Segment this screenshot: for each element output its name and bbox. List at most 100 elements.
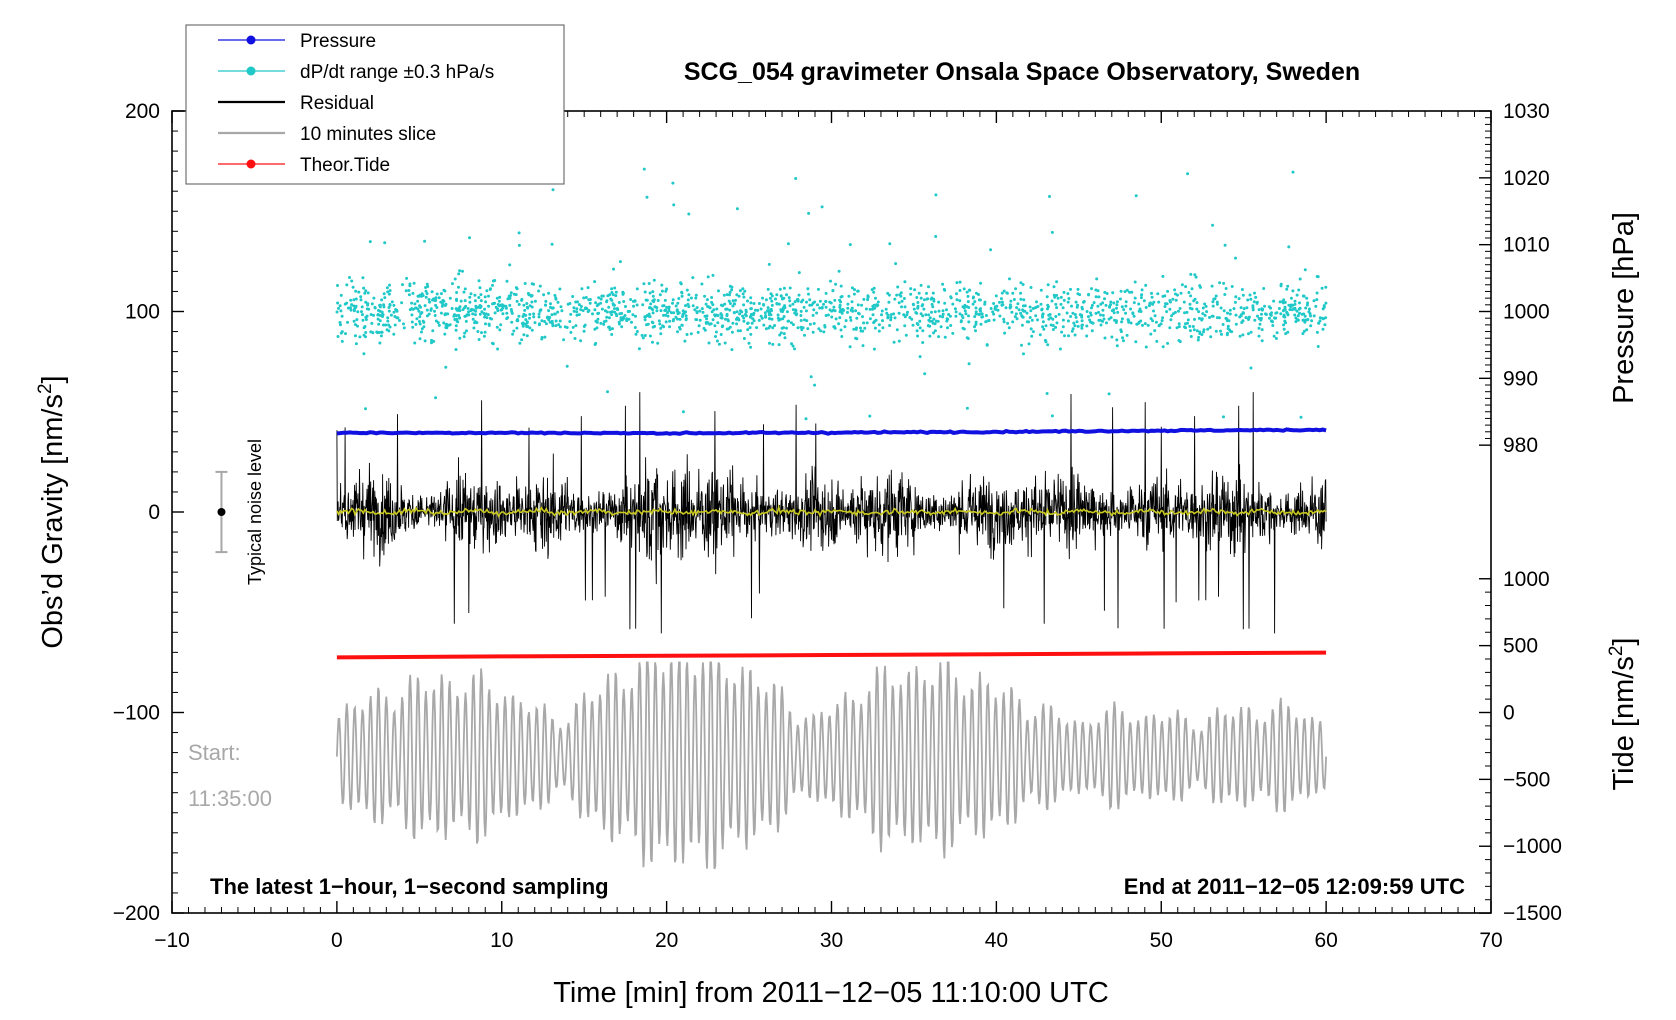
dpdt-point <box>926 297 930 301</box>
dpdt-point <box>1052 293 1056 297</box>
dpdt-point <box>791 323 795 327</box>
dpdt-point <box>928 316 932 320</box>
dpdt-point <box>1085 324 1089 328</box>
dpdt-point <box>569 312 573 316</box>
dpdt-point <box>602 322 606 326</box>
start-label: Start: <box>188 740 241 765</box>
dpdt-point <box>1139 296 1143 300</box>
dpdt-point <box>467 313 471 317</box>
dpdt-point <box>605 315 609 319</box>
dpdt-point <box>463 331 467 335</box>
dpdt-point <box>414 306 418 310</box>
dpdt-point <box>455 297 458 301</box>
dpdt-point <box>414 322 418 326</box>
dpdt-point <box>1302 318 1306 322</box>
dpdt-point <box>888 324 892 327</box>
dpdt-point <box>453 318 457 321</box>
dpdt-point <box>600 307 604 311</box>
dpdt-point <box>1126 318 1130 322</box>
dpdt-point <box>818 306 822 310</box>
dpdt-point <box>681 309 685 313</box>
dpdt-point <box>1019 311 1023 315</box>
dpdt-point <box>946 326 949 330</box>
dpdt-point <box>1226 327 1230 330</box>
dpdt-point <box>653 324 657 328</box>
end-time-note: End at 2011−12−05 12:09:59 UTC <box>1124 874 1465 899</box>
dpdt-point <box>1177 322 1181 326</box>
dpdt-point <box>1096 289 1100 293</box>
dpdt-point <box>675 309 679 313</box>
dpdt-point <box>1023 309 1027 313</box>
dpdt-point <box>678 317 682 321</box>
dpdt-point <box>958 312 962 316</box>
dpdt-point <box>681 410 685 414</box>
dpdt-point <box>1157 300 1161 304</box>
dpdt-point <box>584 296 588 299</box>
dpdt-point <box>1233 300 1237 304</box>
dpdt-point <box>1120 317 1124 321</box>
dpdt-point <box>1129 321 1133 325</box>
dpdt-point <box>918 319 922 323</box>
dpdt-point <box>1073 324 1077 328</box>
dpdt-point <box>731 304 735 308</box>
dpdt-point <box>1225 317 1229 321</box>
dpdt-point <box>557 323 561 327</box>
dpdt-point <box>441 302 445 306</box>
dpdt-point <box>359 298 363 302</box>
dpdt-point <box>610 310 614 314</box>
dpdt-point <box>594 301 598 305</box>
dpdt-point <box>1137 320 1141 324</box>
dpdt-point <box>937 300 941 304</box>
dpdt-point <box>1090 303 1094 307</box>
dpdt-point <box>529 294 533 298</box>
dpdt-point <box>1027 342 1031 346</box>
dpdt-point <box>494 305 498 309</box>
dpdt-point <box>382 292 386 296</box>
dpdt-point <box>517 231 521 235</box>
dpdt-point <box>1011 291 1015 295</box>
dpdt-point <box>345 301 349 305</box>
dpdt-point <box>1035 300 1038 304</box>
tide-tick-label: 500 <box>1503 635 1538 658</box>
x-tick-label: 60 <box>1314 929 1337 952</box>
dpdt-point <box>510 311 514 315</box>
dpdt-point <box>1099 323 1103 327</box>
dpdt-point <box>1090 329 1094 333</box>
dpdt-point <box>422 325 426 329</box>
dpdt-point <box>1275 331 1279 335</box>
dpdt-point <box>871 307 875 311</box>
legend-marker <box>246 66 256 76</box>
dpdt-point <box>1020 323 1024 327</box>
dpdt-point <box>980 315 984 319</box>
legend-marker <box>246 35 256 45</box>
dpdt-point <box>1019 281 1023 285</box>
dpdt-point <box>714 335 717 338</box>
dpdt-point <box>832 325 836 329</box>
dpdt-point <box>965 406 969 410</box>
dpdt-point <box>1226 324 1230 328</box>
dpdt-point <box>387 309 391 313</box>
dpdt-point <box>372 313 375 317</box>
dpdt-point <box>488 316 492 320</box>
dpdt-point <box>599 297 603 301</box>
dpdt-point <box>897 311 901 315</box>
dpdt-point <box>1149 317 1153 321</box>
dpdt-point <box>837 322 841 326</box>
dpdt-point <box>922 298 926 302</box>
dpdt-point <box>579 339 583 343</box>
dpdt-point <box>860 303 864 307</box>
dpdt-point <box>1186 172 1190 176</box>
dpdt-point <box>668 325 672 329</box>
dpdt-point <box>961 305 965 309</box>
dpdt-point <box>777 302 781 306</box>
dpdt-point <box>1062 290 1066 294</box>
dpdt-point <box>694 296 698 300</box>
dpdt-point <box>868 317 872 321</box>
dpdt-point <box>355 318 359 322</box>
dpdt-point <box>346 306 350 310</box>
dpdt-point <box>451 282 454 286</box>
dpdt-point <box>749 345 753 349</box>
dpdt-point <box>881 319 884 323</box>
dpdt-point <box>560 309 564 313</box>
dpdt-point <box>1109 300 1113 304</box>
